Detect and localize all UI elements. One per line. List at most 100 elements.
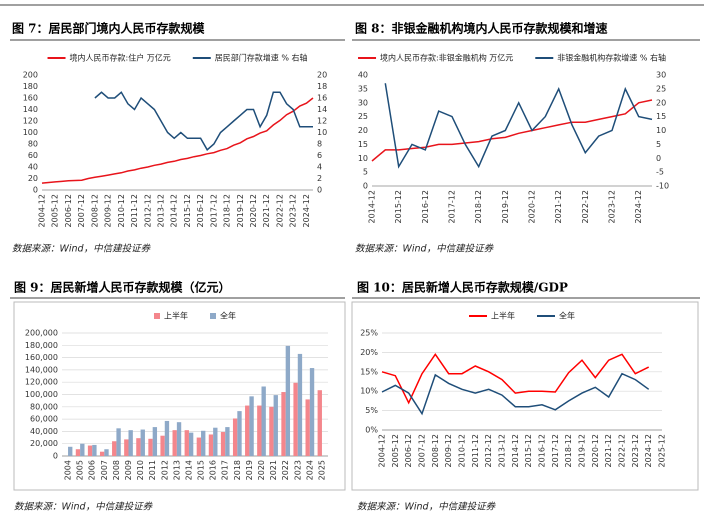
x-tick-label: 2012-12 [484,434,493,467]
x-tick-label: 2004 [64,460,73,480]
y-tick-label: 25 [358,112,368,121]
x-tick-label: 2009-12 [104,194,113,227]
y-tick-label: 40,000 [30,427,58,436]
x-tick-label: 2009 [124,460,133,480]
y-tick-label: 0 [33,186,38,195]
y-tick-label: 0 [317,186,322,195]
x-tick-label: 2025 [317,460,326,480]
bar [213,427,218,456]
chart-title: 图 8：非银金融机构境内人民币存款规模和增速 [355,21,608,36]
x-tick-label: 2018 [233,460,242,480]
source-note: 数据来源：Wind，中信建投证券 [14,501,154,513]
y-tick-label: 15 [358,140,368,149]
chart-title: 图 10：居民新增人民币存款规模/GDP [357,280,568,295]
x-tick-label: 2020 [257,460,266,480]
bar [201,430,206,456]
x-tick-label: 2023-12 [631,434,640,467]
bar [297,353,303,456]
x-tick-label: 2017-12 [448,190,457,223]
x-tick-label: 2011-12 [471,434,480,467]
x-tick-label: 2013-12 [156,194,165,227]
series-line [41,97,314,184]
x-tick-label: 2013 [172,460,181,480]
x-tick-label: 2019-12 [578,434,587,467]
bar [225,427,230,456]
bar [176,422,182,456]
y-tick-label: 14 [317,105,327,114]
x-tick-label: 2006-12 [404,434,413,467]
y-tick-label: 40 [358,71,368,80]
x-tick-label: 2020-12 [528,190,537,223]
x-tick-label: 2014-12 [170,194,179,227]
y-tick-label: 25 [656,84,666,93]
legend-label: 上半年 [164,311,188,321]
y-tick-label: 4 [317,163,322,172]
x-tick-label: 2020-12 [249,194,258,227]
x-tick-label: 2023 [293,460,302,480]
x-tick-label: 2015-12 [183,194,192,227]
x-tick-label: 2022-12 [275,194,284,227]
x-tick-label: 2010 [136,460,145,480]
y-tick-label: 200 [23,71,38,80]
y-tick-label: 140 [23,105,38,114]
x-tick-label: 2025-12 [658,434,667,467]
x-tick-label: 2019-12 [236,194,245,227]
y-tick-label: 15 [656,112,666,121]
y-tick-label: 5 [656,140,661,149]
y-tick-label: 5 [363,168,368,177]
legend-label: 境内人民币存款:住户 万亿元 [70,53,171,63]
chart-title: 图 9：居民新增人民币存款规模（亿元） [14,280,231,295]
bar [232,418,238,456]
bar [136,438,141,456]
x-tick-label: 2017-12 [209,194,218,227]
legend-label: 境内人民币存款:非银金融机构 万亿元 [380,53,513,63]
y-tick-label: 30 [358,98,368,107]
series-line [381,352,650,405]
source-note: 数据来源：Wind，中信建投证券 [355,243,495,255]
y-tick-label: 10 [317,128,327,137]
y-tick-label: 0 [656,154,661,163]
x-tick-label: 2007 [100,460,109,480]
y-tick-label: 100,000 [25,390,58,399]
bar [87,445,93,456]
x-tick-label: 2012 [160,460,169,480]
bar [80,443,85,456]
bar [188,432,194,456]
legend-label: 全年 [559,311,575,321]
y-tick-label: 20 [656,98,666,107]
x-tick-label: 2024-12 [302,194,311,227]
y-tick-label: 2 [317,174,322,183]
y-tick-label: 60,000 [30,415,58,424]
y-tick-label: 10% [360,387,378,396]
source-note: 数据来源：Wind，中信建投证券 [357,501,497,513]
bar [257,405,262,456]
y-tick-label: -5 [656,168,664,177]
x-tick-label: 2020-12 [591,434,600,467]
x-tick-label: 2014-12 [368,190,377,223]
bar [245,405,250,456]
y-tick-label: 12 [317,117,327,126]
legend-swatch [210,313,216,319]
x-tick-label: 2008-12 [431,434,440,467]
x-tick-label: 2015 [197,460,206,480]
series-line [384,83,653,169]
bar [112,441,117,456]
x-tick-label: 2016-12 [196,194,205,227]
y-tick-label: 35 [358,84,368,93]
y-tick-label: 0 [363,182,368,191]
x-tick-label: 2021-12 [262,194,271,227]
x-tick-label: 2005-12 [391,434,400,467]
x-tick-label: 2006-12 [64,194,73,227]
bar [273,395,278,456]
bar [124,439,129,456]
x-tick-label: 2022-12 [618,434,627,467]
bar [305,399,310,456]
y-tick-label: 140,000 [25,365,58,374]
series-line [94,91,313,151]
bar [164,420,170,456]
bar [269,406,274,456]
x-tick-label: 2013-12 [498,434,507,467]
y-tick-label: 160,000 [25,353,58,362]
x-tick-label: 2010-12 [458,434,467,467]
x-tick-label: 2008-12 [90,194,99,227]
